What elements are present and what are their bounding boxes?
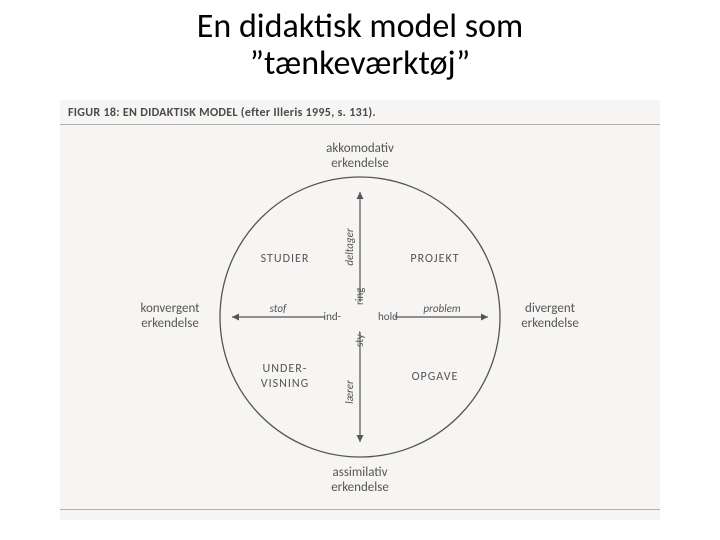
center-sty: sty- [353, 331, 366, 347]
quad-tr: PROJEKT [410, 252, 459, 266]
figure-caption: FIGUR 18: EN DIDAKTISK MODEL (efter Ille… [60, 100, 660, 125]
outer-left-1: konvergent [140, 301, 200, 316]
outer-top-2: erkendelse [331, 156, 389, 171]
slide-title: En didaktisk model som ”tænkeværktøj” [0, 8, 720, 83]
center-ind: ind- [324, 310, 341, 323]
quad-bl-2: VISNING [261, 377, 309, 391]
outer-right-1: divergent [525, 301, 576, 316]
bottom-rule [60, 509, 660, 510]
title-line-2: ”tænkeværktøj” [250, 43, 471, 84]
outer-bottom-1: assimilativ [333, 465, 388, 480]
figure-area: FIGUR 18: EN DIDAKTISK MODEL (efter Ille… [60, 100, 660, 520]
quad-tl: STUDIER [261, 252, 310, 266]
axis-label-problem: problem [423, 302, 461, 315]
outer-bottom-2: erkendelse [331, 480, 389, 495]
outer-top-1: akkomodativ [326, 141, 394, 156]
didactic-model-diagram: deltager lærer stof problem ind- ring st… [60, 132, 660, 502]
quad-bl-1: UNDER- [263, 362, 308, 376]
outer-left-2: erkendelse [141, 316, 199, 331]
axis-label-stof: stof [270, 302, 287, 315]
center-ring: ring [353, 288, 366, 305]
axis-label-laerer: lærer [343, 380, 356, 404]
axis-label-deltager: deltager [343, 228, 356, 266]
title-line-1: En didaktisk model som [197, 6, 523, 47]
outer-right-2: erkendelse [521, 316, 579, 331]
quad-br: OPGAVE [412, 370, 459, 384]
center-hold: hold [378, 310, 398, 323]
slide: En didaktisk model som ”tænkeværktøj” FI… [0, 0, 720, 540]
